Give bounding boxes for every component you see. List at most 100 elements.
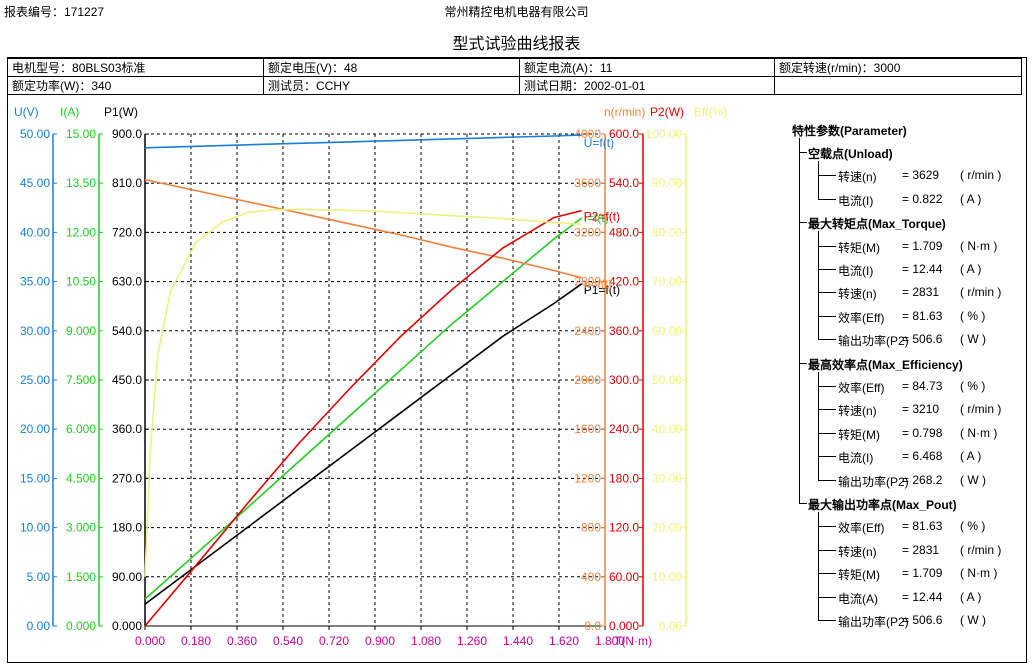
y-tick-label-P1: 450.0 — [112, 373, 142, 387]
param-label: 转速(n) — [838, 170, 877, 185]
y-tick-label-P2: 120.0 — [609, 521, 639, 535]
y-tick-label-n: 1200 — [574, 471, 601, 485]
y-tick-label-P1: 90.00 — [112, 570, 142, 584]
y-tick-label-P1: 810.0 — [112, 176, 142, 190]
y-tick-label-U: 35.00 — [20, 275, 50, 289]
param-unit: ( r/min ) — [960, 168, 1002, 183]
series-line-n — [144, 178, 582, 279]
y-tick-label-U: 50.00 — [20, 127, 50, 141]
info-cell-speed: 额定转速(r/min)：3000 — [774, 58, 1022, 77]
param-value: = 268.2 — [902, 472, 943, 487]
params-title: 特性参数(Parameter) — [792, 124, 907, 138]
y-tick-label-I: 1.500 — [66, 570, 96, 584]
series-label-I: I=f(t) — [584, 211, 609, 225]
item-branch-line — [818, 198, 836, 200]
param-label: 电流(A) — [838, 591, 878, 606]
report-header: 报表编号：171227 常州精控电机电器有限公司 — [0, 0, 1033, 22]
series-label-n: n=f(t) — [584, 277, 612, 291]
y-tick-label-Eff: 20.00 — [652, 521, 682, 535]
x-tick-label: 1.080 — [411, 634, 441, 648]
param-value: = 1.709 — [902, 238, 943, 253]
item-branch-line — [818, 573, 836, 575]
param-label: 转矩(M) — [838, 240, 880, 255]
param-label: 效率(Eff) — [838, 381, 885, 395]
param-label: 电流(I) — [838, 451, 874, 466]
info-cell-model: 电机型号：80BLS03标准 — [7, 58, 264, 77]
item-branch-line — [818, 386, 836, 387]
y-tick-label-P2: 180.0 — [609, 471, 639, 485]
y-tick-label-P1: 180.0 — [112, 521, 142, 535]
y-tick-label-U: 0.00 — [27, 619, 51, 633]
info-cell-tester: 测试员：CCHY — [263, 76, 520, 95]
item-branch-line — [818, 269, 836, 270]
y-tick-label-P1: 0.000 — [112, 619, 142, 633]
info-cell-empty — [774, 76, 1022, 95]
param-value: = 84.73 — [902, 379, 943, 393]
y-tick-label-I: 4.500 — [66, 471, 96, 485]
y-tick-label-U: 25.00 — [20, 373, 50, 387]
group-name: 最大输出功率点(Max_Pout) — [808, 498, 957, 512]
axis-title-U: U(V) — [14, 105, 39, 119]
group-branch-line — [799, 362, 807, 364]
x-axis-label: T(N·m) — [614, 634, 652, 648]
param-label: 转速(n) — [838, 404, 877, 419]
param-label: 效率(Eff) — [838, 521, 885, 536]
y-tick-label-Eff: 80.00 — [652, 225, 682, 239]
y-tick-label-Eff: 70.00 — [652, 275, 682, 289]
param-unit: ( A ) — [960, 449, 982, 464]
param-value: = 81.63 — [902, 308, 943, 323]
motor-info-table: 电机型号：80BLS03标准 额定电压(V)：48 额定电流(A)：11 额定转… — [7, 58, 1022, 95]
y-tick-label-I: 12.00 — [66, 225, 96, 239]
group-tree-line — [818, 371, 819, 480]
param-unit: ( % ) — [960, 379, 986, 393]
x-tick-label: 0.540 — [273, 634, 303, 648]
y-tick-label-n: 3200 — [574, 225, 601, 239]
item-branch-line — [818, 549, 836, 551]
y-tick-label-U: 40.00 — [20, 225, 50, 239]
axis-title-Eff: Eff(%) — [694, 105, 727, 119]
item-branch-line — [818, 596, 836, 598]
param-value: = 2831 — [902, 542, 940, 557]
y-tick-label-I: 9.000 — [66, 324, 96, 338]
y-tick-label-P1: 540.0 — [112, 324, 142, 338]
info-cell-voltage: 额定电压(V)：48 — [263, 58, 520, 77]
param-unit: ( W ) — [960, 332, 986, 347]
param-unit: ( r/min ) — [960, 542, 1002, 557]
group-tree-line — [818, 512, 819, 620]
axis-title-I: I(A) — [60, 105, 79, 119]
param-value: = 3210 — [902, 402, 940, 417]
x-tick-label: 1.260 — [457, 634, 487, 648]
group-tree-line — [818, 161, 819, 199]
item-branch-line — [818, 526, 836, 528]
y-tick-label-U: 30.00 — [20, 324, 50, 338]
y-tick-label-P2: 0.000 — [609, 619, 639, 633]
y-tick-label-n: 400 — [581, 570, 601, 584]
y-tick-label-U: 20.00 — [20, 422, 50, 436]
y-tick-label-P1: 720.0 — [112, 225, 142, 239]
y-tick-label-I: 3.000 — [66, 521, 96, 535]
report-frame — [7, 57, 1027, 663]
param-value: = 506.6 — [902, 613, 943, 627]
param-label: 电流(I) — [838, 264, 874, 278]
info-row-2: 额定功率(W)：340 测试员：CCHY 测试日期：2002-01-01 — [7, 76, 1022, 95]
y-tick-label-P2: 300.0 — [609, 373, 639, 387]
item-branch-line — [818, 175, 836, 177]
x-tick-label: 1.800 — [595, 634, 625, 648]
param-value: = 3629 — [902, 168, 940, 183]
series-line-I — [144, 217, 583, 600]
param-value: = 0.822 — [902, 191, 943, 206]
x-tick-label: 1.620 — [549, 634, 579, 648]
axis-title-P2: P2(W) — [650, 105, 684, 119]
param-label: 电流(I) — [838, 193, 874, 208]
param-label: 转速(n) — [838, 287, 877, 302]
y-tick-label-I: 6.000 — [66, 422, 96, 436]
x-tick-label: 0.900 — [365, 634, 395, 648]
y-tick-label-Eff: 30.00 — [652, 471, 682, 485]
y-tick-label-I: 15.00 — [66, 127, 96, 141]
y-tick-label-P2: 420.0 — [609, 275, 639, 289]
group-tree-line — [818, 231, 819, 340]
y-tick-label-P1: 270.0 — [112, 471, 142, 485]
item-branch-line — [818, 339, 836, 341]
y-tick-label-I: 10.50 — [66, 275, 96, 289]
y-tick-label-P2: 540.0 — [609, 176, 639, 190]
